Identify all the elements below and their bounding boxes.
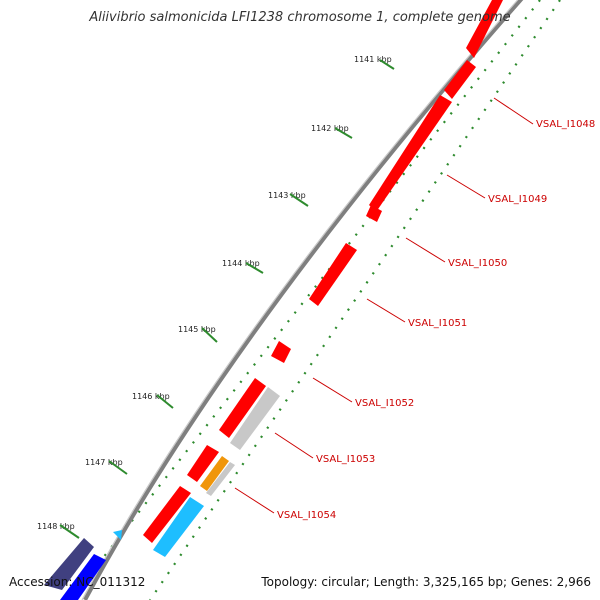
gene-arrow (153, 497, 204, 557)
gene-label-line (366, 298, 406, 323)
tick-label: 1143 kbp (268, 191, 306, 200)
tick-label: 1142 kbp (311, 124, 349, 133)
tick-label: 1144 kbp (222, 259, 260, 268)
gene-arrow (366, 205, 382, 222)
gene-arrow (219, 378, 266, 438)
map-title: Aliivibrio salmonicida LFI1238 chromosom… (89, 10, 511, 25)
gene-arrow (60, 554, 106, 600)
reverse-strand-genes (44, 387, 280, 600)
gene-label: VSAL_I1051 (408, 318, 467, 329)
tick-mark (59, 524, 80, 539)
tick-mark (201, 327, 218, 343)
gene-label-line (405, 237, 446, 263)
gene-arrow (206, 462, 235, 496)
gene-arrow (466, 0, 503, 58)
gene-label-line (446, 174, 486, 199)
inner-dotted-ring (149, 0, 561, 600)
forward-strand-genes (143, 0, 503, 543)
gene-arrow (444, 60, 476, 99)
tick-mark (334, 127, 353, 139)
gene-arrow (309, 243, 357, 306)
backbone-highlight (81, 0, 519, 600)
gene-label-line (274, 432, 314, 459)
tick-mark (245, 262, 264, 274)
tick-label: 1148 kbp (37, 522, 75, 531)
tick-mark (379, 59, 395, 70)
gene-arrow (369, 95, 452, 212)
tick-mark (108, 460, 128, 475)
gene-label-line (234, 487, 275, 514)
tick-label: 1147 kbp (85, 458, 123, 467)
accession-label: Accession: NC_011312 (9, 575, 146, 589)
gene-arrow (230, 387, 280, 450)
gene-arrow (143, 486, 191, 543)
gene-label-line (312, 377, 353, 403)
tick-mark (156, 394, 174, 409)
gene-label: VSAL_I1050 (448, 258, 507, 269)
gene-arrow (113, 530, 122, 540)
tick-label: 1141 kbp (354, 55, 392, 64)
tick-marks: 1141 kbp 1142 kbp 1143 kbp 1144 kbp 1145 kbp… (37, 55, 395, 539)
gene-arrow (271, 341, 291, 363)
gene-label: VSAL_I1049 (488, 194, 547, 205)
gene-label: VSAL_I1053 (316, 454, 375, 465)
genome-summary: Topology: circular; Length: 3,325,165 bp… (261, 575, 591, 589)
tick-label: 1145 kbp (178, 325, 216, 334)
gene-label-line (493, 97, 534, 125)
gene-label: VSAL_I1052 (355, 398, 414, 409)
tick-label: 1146 kbp (132, 392, 170, 401)
gene-label: VSAL_I1048 (536, 119, 595, 130)
tick-mark (289, 193, 309, 207)
gene-arrow (187, 445, 219, 482)
gene-arrow (44, 538, 94, 590)
backbone-line (83, 0, 524, 600)
gene-arrow (200, 456, 229, 491)
gene-label: VSAL_I1054 (277, 510, 336, 521)
gene-label-lines: VSAL_I1048 VSAL_I1049 VSAL_I1050 VSAL_I1051… (234, 97, 595, 521)
